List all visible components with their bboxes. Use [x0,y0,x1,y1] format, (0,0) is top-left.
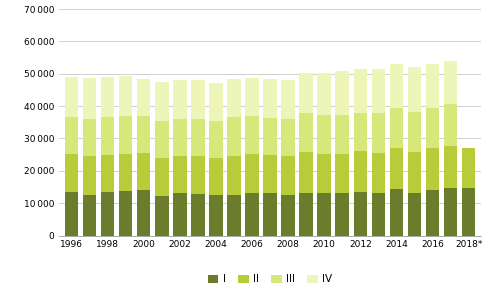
Bar [137,190,151,236]
Bar [191,194,205,236]
Bar [65,154,79,191]
Bar [209,158,223,195]
Bar [101,77,114,117]
Bar [281,119,295,156]
Bar [155,121,168,158]
Bar [83,156,96,195]
Bar [263,79,277,118]
Bar [173,119,187,156]
Bar [119,191,133,236]
Bar [155,158,168,196]
Bar [354,192,367,236]
Bar [263,155,277,194]
Bar [227,117,241,156]
Bar [335,154,349,193]
Bar [372,153,385,194]
Bar [389,189,403,236]
Bar [354,151,367,192]
Bar [65,117,79,154]
Bar [191,80,205,119]
Bar [408,67,421,112]
Bar [101,192,114,236]
Bar [245,117,259,154]
Bar [335,193,349,236]
Bar [426,64,439,108]
Bar [444,104,457,146]
Bar [263,118,277,155]
Bar [300,152,313,193]
Bar [335,71,349,115]
Bar [191,119,205,156]
Bar [263,194,277,236]
Bar [281,195,295,236]
Bar [245,193,259,236]
Bar [426,108,439,148]
Bar [426,148,439,190]
Bar [227,156,241,195]
Bar [317,73,331,115]
Bar [408,153,421,193]
Bar [444,146,457,188]
Bar [300,73,313,113]
Bar [389,148,403,189]
Bar [408,193,421,236]
Bar [317,193,331,236]
Bar [281,80,295,119]
Bar [209,83,223,121]
Bar [137,79,151,116]
Bar [389,108,403,148]
Bar [335,115,349,154]
Bar [227,79,241,117]
Bar [101,155,114,192]
Bar [245,154,259,193]
Bar [209,195,223,236]
Bar [426,190,439,236]
Bar [101,117,114,155]
Bar [300,193,313,236]
Bar [83,195,96,236]
Bar [173,80,187,119]
Bar [191,156,205,194]
Bar [173,156,187,194]
Bar [245,78,259,117]
Bar [354,69,367,113]
Bar [462,188,475,236]
Bar [317,115,331,154]
Bar [155,82,168,121]
Bar [137,153,151,190]
Bar [389,64,403,108]
Bar [372,69,385,113]
Bar [227,195,241,236]
Bar [119,76,133,117]
Bar [119,154,133,191]
Bar [444,188,457,236]
Bar [354,113,367,151]
Bar [209,121,223,158]
Bar [300,113,313,152]
Bar [65,191,79,236]
Bar [173,194,187,236]
Bar [317,154,331,193]
Bar [119,117,133,154]
Bar [65,77,79,117]
Legend: I, II, III, IV: I, II, III, IV [204,270,336,288]
Bar [408,112,421,153]
Bar [372,113,385,153]
Bar [372,194,385,236]
Bar [83,119,96,156]
Bar [444,61,457,104]
Bar [281,156,295,195]
Bar [83,78,96,119]
Bar [155,196,168,236]
Bar [137,116,151,153]
Bar [462,148,475,188]
